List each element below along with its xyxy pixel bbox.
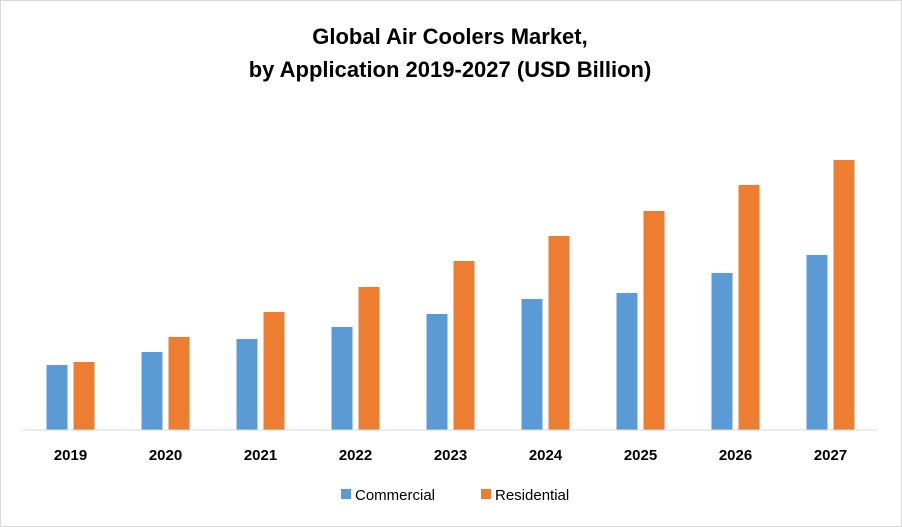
bar-commercial-2022 xyxy=(331,327,353,430)
bar-commercial-2019 xyxy=(46,365,68,430)
legend: Commercial Residential xyxy=(341,487,569,504)
bar-commercial-2024 xyxy=(521,299,543,430)
x-tick-label-2027: 2027 xyxy=(814,447,847,464)
legend-label-commercial: Commercial xyxy=(355,487,435,504)
bar-residential-2027 xyxy=(833,160,855,430)
chart-title-line-2: by Application 2019-2027 (USD Billion) xyxy=(248,57,652,82)
legend-label-residential: Residential xyxy=(495,487,569,504)
bar-commercial-2020 xyxy=(141,352,163,430)
bar-residential-2026 xyxy=(738,185,760,430)
bar-residential-2025 xyxy=(643,211,665,430)
x-tick-label-2024: 2024 xyxy=(529,447,563,464)
x-tick-label-2023: 2023 xyxy=(434,447,467,464)
bar-commercial-2023 xyxy=(426,314,448,430)
chart-title: Global Air Coolers Market, by Applicatio… xyxy=(0,20,900,86)
x-tick-labels: 2019 2020 2021 2022 2023 2024 2025 2026 2027 xyxy=(54,447,847,464)
x-tick-label-2022: 2022 xyxy=(339,447,372,464)
x-tick-label-2025: 2025 xyxy=(624,447,657,464)
chart-title-line-1: Global Air Coolers Market, xyxy=(312,24,588,49)
legend-swatch-residential xyxy=(481,489,491,499)
bar-commercial-2021 xyxy=(236,339,258,430)
legend-swatch-commercial xyxy=(341,489,351,499)
bar-residential-2020 xyxy=(168,337,190,430)
bar-residential-2019 xyxy=(73,362,95,430)
x-tick-label-2019: 2019 xyxy=(54,447,87,464)
bar-commercial-2025 xyxy=(616,293,638,430)
bar-commercial-2027 xyxy=(806,255,828,430)
x-tick-label-2026: 2026 xyxy=(719,447,752,464)
bar-commercial-2026 xyxy=(711,273,733,430)
bars-group xyxy=(46,160,855,430)
bar-residential-2023 xyxy=(453,261,475,430)
x-tick-label-2021: 2021 xyxy=(244,447,277,464)
bar-residential-2022 xyxy=(358,287,380,430)
x-tick-label-2020: 2020 xyxy=(149,447,182,464)
bar-residential-2021 xyxy=(263,312,285,430)
bar-residential-2024 xyxy=(548,236,570,430)
